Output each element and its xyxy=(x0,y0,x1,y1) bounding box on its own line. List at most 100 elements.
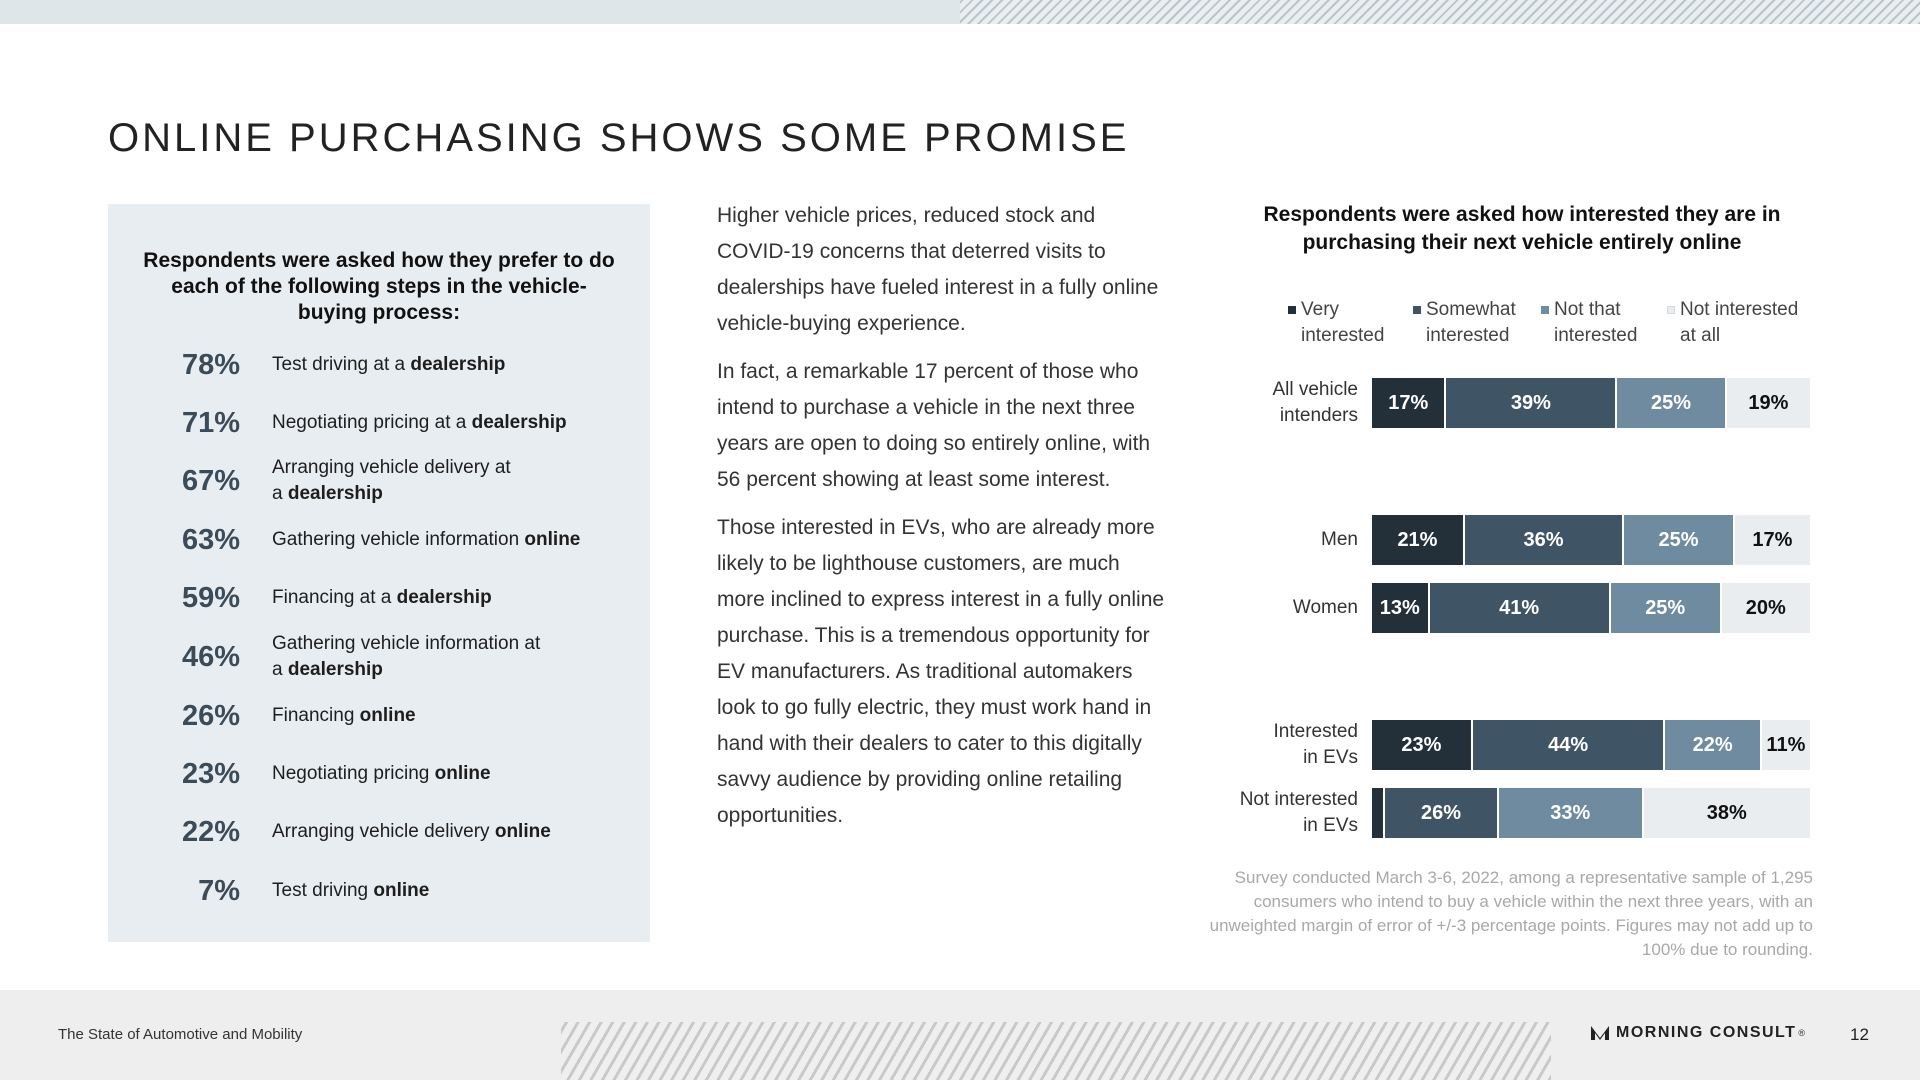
bar-segment: 23% xyxy=(1372,720,1471,770)
bar-segment: 38% xyxy=(1643,788,1810,838)
bar-value-label: 26% xyxy=(1421,801,1462,824)
body-paragraph-2: In fact, a remarkable 17 percent of thos… xyxy=(717,360,1151,491)
legend-label: Not interested at all xyxy=(1680,297,1810,349)
step-channel: dealership xyxy=(410,354,506,375)
step-row: 59% Financing at a dealership xyxy=(108,571,650,625)
row-label: Not interested in EVs xyxy=(1239,789,1358,836)
step-channel: online xyxy=(373,880,430,901)
brand: MORNING CONSULT ® xyxy=(1590,1024,1805,1042)
morning-consult-logo-icon xyxy=(1591,1026,1609,1040)
step-label: Financing online xyxy=(272,705,416,726)
survey-footnote: Survey conducted March 3-6, 2022, among … xyxy=(1209,868,1813,959)
bar-segment: 26% xyxy=(1385,788,1497,838)
step-percent: 67% xyxy=(181,464,240,497)
step-row: 67% Arranging vehicle delivery at a dealer… xyxy=(108,454,650,508)
body-paragraph-3: Those interested in EVs, who are already… xyxy=(717,516,1165,827)
step-percent: 26% xyxy=(181,699,240,732)
bar-segment: 11% xyxy=(1761,720,1810,770)
bar-value-label: 39% xyxy=(1510,391,1551,414)
step-percent: 23% xyxy=(181,757,240,790)
step-channel: online xyxy=(434,763,491,784)
row-label: Interested in EVs xyxy=(1273,721,1359,768)
step-label: Financing at a dealership xyxy=(272,587,492,608)
steps-heading: Respondents were asked how they prefer t… xyxy=(143,249,615,324)
row-label: All vehicle intenders xyxy=(1272,379,1358,426)
step-percent: 46% xyxy=(181,640,240,673)
legend-label: Not that interested xyxy=(1554,297,1684,349)
brand-trademark: ® xyxy=(1798,1028,1806,1038)
step-channel: online xyxy=(524,529,581,550)
bar-segment: 25% xyxy=(1617,378,1725,428)
bar-value-label: 38% xyxy=(1706,801,1747,824)
step-label: Arranging vehicle delivery at a dealershi… xyxy=(272,457,511,504)
bar-segment: 13% xyxy=(1372,583,1428,633)
body-text: Higher vehicle prices, reduced stock and… xyxy=(717,198,1169,846)
legend-label-line: Not that xyxy=(1554,299,1621,320)
bar-value-label: 17% xyxy=(1388,391,1429,414)
bar-segment: 33% xyxy=(1499,788,1642,838)
step-row: 23% Negotiating pricing online xyxy=(108,747,650,801)
step-label: Gathering vehicle information online xyxy=(272,529,581,550)
legend-swatch xyxy=(1413,306,1421,314)
legend-label-line: interested xyxy=(1426,325,1510,346)
bar-segment: 36% xyxy=(1464,515,1623,565)
chart-title: Respondents were asked how interested th… xyxy=(1263,203,1781,254)
legend-label-line: interested xyxy=(1554,325,1638,346)
step-channel: dealership xyxy=(396,587,492,608)
bar-value-label: 22% xyxy=(1692,733,1733,756)
step-channel: dealership xyxy=(287,659,383,680)
bar-value-label: 25% xyxy=(1651,391,1692,414)
step-percent: 78% xyxy=(181,348,240,381)
step-channel: online xyxy=(359,705,416,726)
bar-value-label: 17% xyxy=(1752,528,1793,551)
step-label: Test driving online xyxy=(272,880,430,901)
step-label: Arranging vehicle delivery online xyxy=(272,821,551,842)
bar-value-label: 25% xyxy=(1658,528,1699,551)
bar-segment: 25% xyxy=(1610,583,1720,633)
step-channel: dealership xyxy=(471,412,567,433)
step-row: 63% Gathering vehicle information online xyxy=(108,513,650,567)
legend-swatch xyxy=(1541,306,1549,314)
legend-label-line: Somewhat xyxy=(1426,299,1516,320)
body-paragraph-1: Higher vehicle prices, reduced stock and… xyxy=(717,204,1159,335)
step-label: Negotiating pricing online xyxy=(272,763,491,784)
legend-label-line: Not interested xyxy=(1680,299,1799,320)
page-number: 12 xyxy=(1850,1025,1869,1044)
step-percent: 59% xyxy=(181,581,240,614)
step-percent: 22% xyxy=(181,815,240,848)
step-label: Test driving at a dealership xyxy=(272,354,506,375)
step-percent: 71% xyxy=(181,406,240,439)
step-channel: online xyxy=(494,821,551,842)
legend-swatch xyxy=(1667,306,1675,314)
bar-segment: 41% xyxy=(1429,583,1609,633)
bar-value-label: 19% xyxy=(1748,391,1789,414)
bar-value-label: 44% xyxy=(1548,733,1589,756)
bar-segment xyxy=(1372,788,1384,838)
report-name: The State of Automotive and Mobility xyxy=(58,1026,303,1043)
step-label: Gathering vehicle information at a dealer… xyxy=(272,633,541,680)
bar-value-label: 23% xyxy=(1401,733,1442,756)
step-row: 26% Financing online xyxy=(108,689,650,743)
step-row: 71% Negotiating pricing at a dealership xyxy=(108,396,650,450)
step-row: 78% Test driving at a dealership xyxy=(108,338,650,392)
bar-segment: 20% xyxy=(1721,583,1810,633)
footer-hatch-pattern xyxy=(561,1022,1551,1080)
step-percent: 63% xyxy=(181,523,240,556)
legend-label: Somewhat interested xyxy=(1426,297,1556,349)
bar-segment: 21% xyxy=(1372,515,1463,565)
bar-segment: 25% xyxy=(1624,515,1733,565)
bar-value-label: 33% xyxy=(1550,801,1591,824)
step-row: 22% Arranging vehicle delivery online xyxy=(108,805,650,859)
bar-value-label: 11% xyxy=(1766,733,1806,756)
legend-label: Very interested xyxy=(1301,297,1431,349)
bar-segment: 19% xyxy=(1726,378,1810,428)
bar-segment: 22% xyxy=(1665,720,1760,770)
bar-segment: 17% xyxy=(1372,378,1445,428)
top-hatch-pattern xyxy=(960,0,1920,24)
bar-value-label: 20% xyxy=(1745,596,1786,619)
page-title: ONLINE PURCHASING SHOWS SOME PROMISE xyxy=(108,116,1130,160)
bar-value-label: 13% xyxy=(1379,596,1420,619)
row-label: Women xyxy=(1292,597,1358,618)
legend-label-line: Very xyxy=(1301,299,1340,320)
bar-segment: 39% xyxy=(1446,378,1616,428)
